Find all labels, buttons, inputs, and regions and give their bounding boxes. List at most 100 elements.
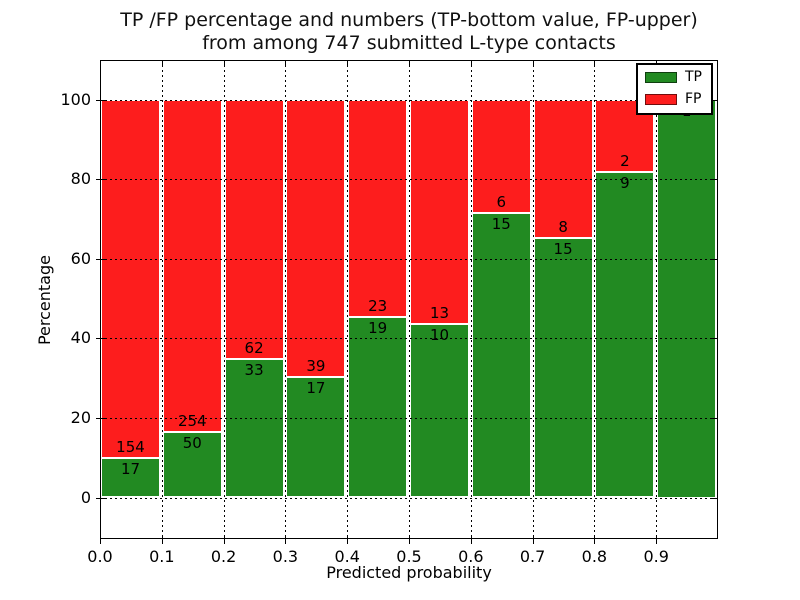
y-gridline [100,417,718,419]
y-tick-label: 60 [70,248,91,268]
x-tick-mark-top [594,61,596,66]
x-tick-label: 0.4 [334,547,360,566]
y-tick-mark [96,258,105,260]
y-tick-label: 0 [80,487,91,507]
legend-label-fp: FP [685,91,702,107]
x-gridline [470,60,472,539]
y-tick-mark [96,99,105,101]
x-gridline [347,60,349,539]
x-tick-mark [470,535,472,544]
chart-title: TP /FP percentage and numbers (TP-bottom… [100,9,718,55]
bar-segment-tp [471,213,531,498]
bar-segment-fp [348,99,408,318]
x-tick-mark [347,535,349,544]
x-tick-mark [100,535,101,544]
y-tick-mark [96,497,105,499]
legend-item-fp: FP [645,92,702,107]
x-tick-label: 0.3 [272,547,299,566]
x-tick-mark [161,535,163,544]
bar-count-label-tp: 15 [553,239,573,258]
bar-count-label-fp: 62 [244,339,264,358]
x-tick-mark [285,535,287,544]
x-tick-mark [532,535,534,544]
x-gridline [223,60,225,539]
legend-label-tp: TP [685,69,702,85]
x-tick-label: 0.8 [581,547,608,566]
y-gridline [100,497,718,499]
x-tick-mark-top [223,61,225,66]
bar-segment-tp [162,432,222,498]
x-tick-label: 0.2 [210,547,237,566]
bar-segment-tp [348,317,408,498]
x-axis-label: Predicted probability [326,563,492,582]
y-gridline [100,258,718,260]
y-tick-label: 100 [60,89,91,109]
bar-count-label-fp: 154 [116,437,145,456]
plot-area: TP FP 154 17 254 50 62 33 39 17 23 19 13 10 6 15 8 15 2 9… [60,60,718,566]
bar-count-label-fp: 39 [306,356,326,375]
y-tick-label: 20 [70,407,91,427]
bar-segment-tp [224,359,284,498]
y-tick-label: 80 [70,169,91,189]
y-tick-mark [96,417,105,419]
y-tick-label: 40 [70,328,91,348]
bar-count-label-tp: 17 [120,459,141,478]
y-tick-mark-right [712,99,717,101]
bar-count-label-fp: 23 [368,297,388,316]
bar-count-label-tp: 50 [182,434,202,453]
bar-segment-fp [410,99,469,325]
bar-count-label-tp: 15 [491,215,511,234]
x-tick-mark-top [161,61,163,66]
y-gridline [100,99,718,101]
y-tick-mark-right [712,179,717,181]
legend-swatch-tp-icon [645,72,677,83]
x-tick-label: 0.1 [149,547,175,566]
x-tick-label: 0.6 [458,547,484,566]
x-tick-mark-top [100,61,101,66]
bar-count-label-fp: 13 [429,304,450,323]
y-tick-mark-right [712,338,717,340]
y-tick-mark-right [712,497,717,499]
bar-segment-tp [595,171,655,498]
y-tick-mark-right [712,258,717,260]
bar-count-label-tp: 33 [244,361,264,380]
bar-segment-tp [410,324,469,498]
x-tick-mark [594,535,596,544]
x-tick-mark-top [347,61,349,66]
x-tick-mark-top [409,61,410,66]
legend-item-tp: TP [645,70,702,85]
bar-segment-tp [657,99,717,498]
x-gridline [285,60,287,539]
bar-count-label-fp: 8 [558,217,568,236]
x-tick-label: 0.0 [87,547,113,566]
bar-count-label-fp: 254 [177,412,207,431]
bar-segment-tp [286,376,346,498]
y-gridline [100,338,718,340]
x-tick-label: 0.9 [643,547,669,566]
bar-segment-tp [101,457,160,498]
y-tick-mark [96,338,105,340]
legend: TP FP [636,63,713,115]
chart-title-line1: TP /FP percentage and numbers (TP-bottom… [120,9,698,31]
bar-segment-fp [286,99,346,377]
x-gridline [594,60,596,539]
chart-title-line2: from among 747 submitted L-type contacts [202,32,616,54]
x-gridline [409,60,410,539]
x-tick-label: 0.7 [519,547,546,566]
y-gridline [100,179,718,181]
x-gridline [656,60,658,539]
legend-swatch-fp-icon [645,94,677,105]
x-tick-mark-top [532,61,534,66]
x-tick-mark [409,535,410,544]
y-tick-mark [96,179,105,181]
bar-segment-tp [533,237,593,498]
x-tick-mark-top [470,61,472,66]
x-gridline [532,60,534,539]
bar-count-label-fp: 6 [496,193,507,212]
x-tick-mark [223,535,225,544]
bar-count-label-fp: 2 [620,151,630,170]
bar-count-label-tp: 17 [306,378,326,397]
bar-segment-fp [162,99,222,433]
x-tick-mark [656,535,658,544]
